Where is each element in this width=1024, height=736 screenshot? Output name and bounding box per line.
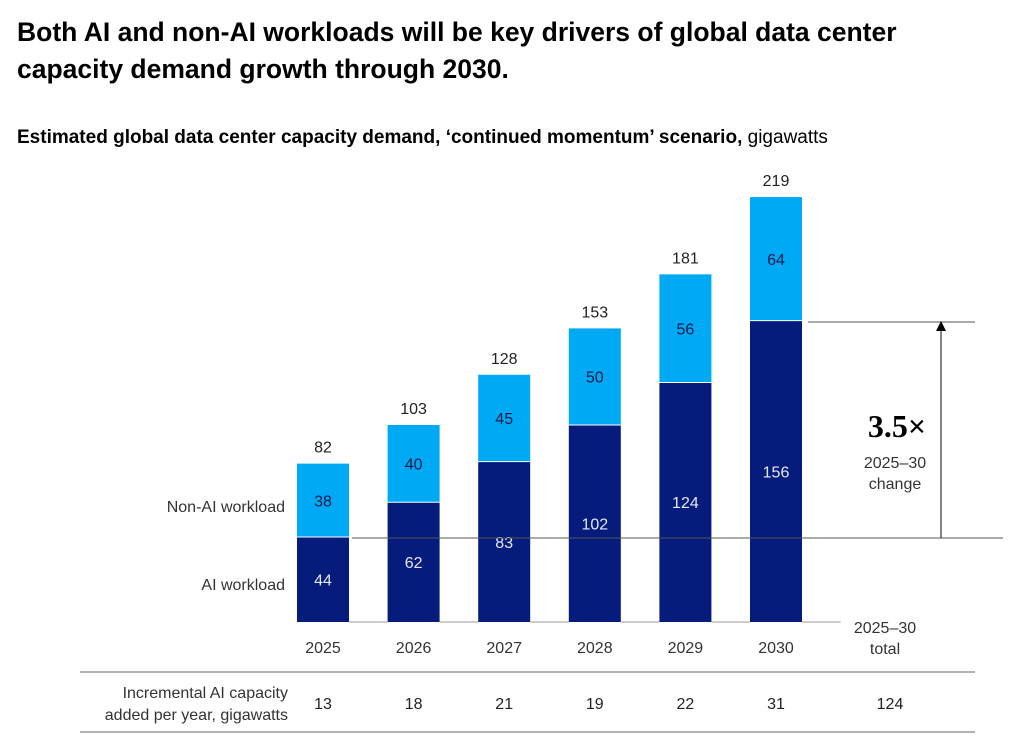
change-arrow-head-icon [936, 321, 946, 331]
subtitle-unit: gigawatts [747, 127, 828, 148]
legend-ai-label: AI workload [201, 577, 285, 594]
ai-bar-segment-2027 [478, 461, 531, 622]
non-ai-value-label-2025: 38 [314, 493, 332, 510]
non-ai-value-label-2027: 45 [495, 411, 513, 428]
total-label-2030: 219 [763, 173, 790, 190]
chart-title: Both AI and non-AI workloads will be key… [17, 17, 897, 84]
ai-bar-segment-2025 [297, 537, 349, 622]
non-ai-bar-segment-2026 [387, 424, 440, 503]
table-value-2030: 31 [767, 696, 785, 713]
table-row-label-line1: Incremental AI capacity [123, 685, 288, 702]
total-label-2028: 153 [581, 304, 608, 321]
total-header-line1: 2025–30 [854, 620, 916, 637]
table-value-2026: 18 [405, 696, 423, 713]
non-ai-value-label-2030: 64 [767, 252, 785, 269]
total-label-2025: 82 [314, 440, 332, 457]
table-values: 13 18 21 19 22 31 [314, 696, 785, 713]
ai-bar-segment-2029 [659, 382, 712, 622]
change-multiplier: 3.5× [868, 408, 926, 444]
table-value-2028: 19 [586, 696, 604, 713]
table-total-value: 124 [877, 696, 904, 713]
non-ai-bar-segment-2027 [478, 374, 531, 462]
legend-non-ai-label: Non-AI workload [167, 499, 285, 516]
ai-bar-segment-2030 [750, 320, 802, 622]
non-ai-bar-segment-2029 [659, 274, 712, 383]
ai-bar-segment-2026 [387, 502, 440, 622]
x-tick-label-2029: 2029 [668, 640, 704, 657]
ai-value-label-2030: 156 [763, 464, 790, 481]
x-tick-label-2030: 2030 [758, 640, 794, 657]
table-value-2025: 13 [314, 696, 332, 713]
non-ai-bar-segment-2030 [750, 197, 802, 321]
total-label-2027: 128 [491, 351, 518, 368]
ai-value-label-2025: 44 [314, 573, 332, 590]
ai-value-label-2029: 124 [672, 495, 699, 512]
non-ai-value-label-2028: 50 [586, 370, 604, 387]
non-ai-value-label-2029: 56 [677, 321, 695, 338]
x-tick-label-2027: 2027 [486, 640, 522, 657]
ai-value-label-2028: 102 [581, 516, 608, 533]
table-value-2027: 21 [495, 696, 513, 713]
total-label-2026: 103 [400, 401, 427, 418]
table-value-2029: 22 [677, 696, 695, 713]
x-tick-label-2025: 2025 [305, 640, 341, 657]
ai-value-label-2027: 83 [495, 535, 513, 552]
non-ai-bar-segment-2025 [297, 463, 349, 538]
ai-bar-segment-2028 [568, 424, 621, 622]
x-tick-label-2026: 2026 [396, 640, 432, 657]
total-label-2029: 181 [672, 250, 699, 267]
chart-subtitle: Estimated global data center capacity de… [17, 127, 828, 149]
ai-value-label-2026: 62 [405, 555, 423, 572]
change-label-line2: change [869, 476, 922, 493]
x-axis-labels: 2025 2026 2027 2028 2029 2030 [305, 640, 794, 657]
table-row-label-line2: added per year, gigawatts [105, 707, 288, 724]
non-ai-bar-segment-2028 [568, 328, 621, 425]
x-tick-label-2028: 2028 [577, 640, 613, 657]
non-ai-value-label-2026: 40 [405, 457, 423, 474]
subtitle-main: Estimated global data center capacity de… [17, 127, 743, 148]
total-header-line2: total [870, 641, 900, 658]
bars-group: 44 38 82 62 40 103 83 45 128 102 50 153 124 56 181 156 6… [297, 173, 841, 623]
change-label-line1: 2025–30 [864, 455, 926, 472]
